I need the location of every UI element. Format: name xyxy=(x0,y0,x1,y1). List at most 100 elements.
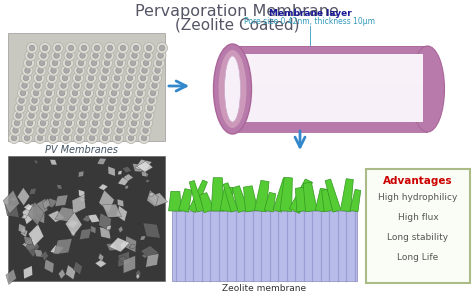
Circle shape xyxy=(130,110,141,121)
Circle shape xyxy=(127,75,133,81)
Circle shape xyxy=(68,45,74,51)
Text: Long Life: Long Life xyxy=(397,253,438,262)
Circle shape xyxy=(35,83,40,88)
Circle shape xyxy=(130,43,142,54)
Circle shape xyxy=(60,73,71,83)
Polygon shape xyxy=(99,184,108,190)
Polygon shape xyxy=(141,253,149,258)
Circle shape xyxy=(26,60,32,66)
Polygon shape xyxy=(24,204,34,211)
Text: Advantages: Advantages xyxy=(383,176,453,186)
Circle shape xyxy=(140,125,151,136)
Circle shape xyxy=(39,128,44,133)
Circle shape xyxy=(128,118,139,128)
Circle shape xyxy=(35,133,46,144)
Polygon shape xyxy=(122,166,132,173)
Circle shape xyxy=(102,118,113,128)
Circle shape xyxy=(37,135,43,141)
Circle shape xyxy=(36,75,42,81)
Circle shape xyxy=(29,45,35,51)
Circle shape xyxy=(97,80,108,91)
Polygon shape xyxy=(88,214,100,223)
Circle shape xyxy=(115,135,121,141)
Circle shape xyxy=(32,98,37,103)
Polygon shape xyxy=(10,197,17,202)
Circle shape xyxy=(64,50,75,61)
Circle shape xyxy=(113,83,118,88)
Circle shape xyxy=(104,60,110,66)
Circle shape xyxy=(36,125,47,136)
Circle shape xyxy=(52,128,57,133)
Polygon shape xyxy=(106,226,111,230)
Circle shape xyxy=(91,60,97,66)
Circle shape xyxy=(117,60,123,66)
Circle shape xyxy=(22,65,33,76)
Polygon shape xyxy=(65,212,82,236)
Circle shape xyxy=(135,88,146,99)
Polygon shape xyxy=(322,189,333,212)
Circle shape xyxy=(126,83,131,88)
Circle shape xyxy=(75,75,81,81)
Circle shape xyxy=(121,88,133,99)
Polygon shape xyxy=(56,185,62,189)
Polygon shape xyxy=(5,204,19,218)
Polygon shape xyxy=(136,274,140,279)
Text: Membrane layer: Membrane layer xyxy=(269,9,351,18)
Circle shape xyxy=(132,53,137,58)
Polygon shape xyxy=(28,202,44,225)
Circle shape xyxy=(139,83,144,88)
Circle shape xyxy=(140,57,152,68)
Circle shape xyxy=(22,83,27,88)
Polygon shape xyxy=(118,256,128,263)
Polygon shape xyxy=(22,239,38,250)
Circle shape xyxy=(16,95,27,106)
Circle shape xyxy=(111,73,122,83)
Polygon shape xyxy=(325,179,341,212)
Circle shape xyxy=(75,125,86,136)
Circle shape xyxy=(131,102,143,113)
Polygon shape xyxy=(280,177,292,211)
Circle shape xyxy=(121,105,127,111)
Polygon shape xyxy=(148,192,155,197)
Circle shape xyxy=(149,80,160,91)
Polygon shape xyxy=(135,269,141,278)
Circle shape xyxy=(103,68,108,73)
Circle shape xyxy=(38,68,43,73)
Polygon shape xyxy=(79,190,85,198)
Circle shape xyxy=(109,88,119,99)
Polygon shape xyxy=(118,170,122,175)
Circle shape xyxy=(82,88,93,99)
Circle shape xyxy=(120,113,125,118)
Polygon shape xyxy=(44,259,54,273)
Polygon shape xyxy=(91,226,96,234)
Circle shape xyxy=(61,65,72,76)
Circle shape xyxy=(53,43,64,54)
Polygon shape xyxy=(18,223,26,234)
Bar xyxy=(172,211,357,281)
Circle shape xyxy=(91,110,102,121)
Circle shape xyxy=(65,60,71,66)
Ellipse shape xyxy=(219,50,246,128)
Circle shape xyxy=(101,125,112,136)
Circle shape xyxy=(116,68,121,73)
Circle shape xyxy=(36,57,47,68)
Circle shape xyxy=(39,60,45,66)
Circle shape xyxy=(130,60,136,66)
Circle shape xyxy=(52,60,58,66)
Polygon shape xyxy=(65,265,76,280)
Circle shape xyxy=(54,53,59,58)
Circle shape xyxy=(45,80,56,91)
Circle shape xyxy=(18,88,28,99)
Circle shape xyxy=(104,110,115,121)
Circle shape xyxy=(84,80,95,91)
Circle shape xyxy=(58,80,69,91)
Circle shape xyxy=(81,95,92,106)
Polygon shape xyxy=(244,186,258,212)
Bar xyxy=(243,54,423,122)
Circle shape xyxy=(66,120,72,126)
Circle shape xyxy=(126,133,137,144)
Circle shape xyxy=(125,73,136,83)
Circle shape xyxy=(106,102,117,113)
Circle shape xyxy=(72,90,78,96)
Circle shape xyxy=(48,65,59,76)
